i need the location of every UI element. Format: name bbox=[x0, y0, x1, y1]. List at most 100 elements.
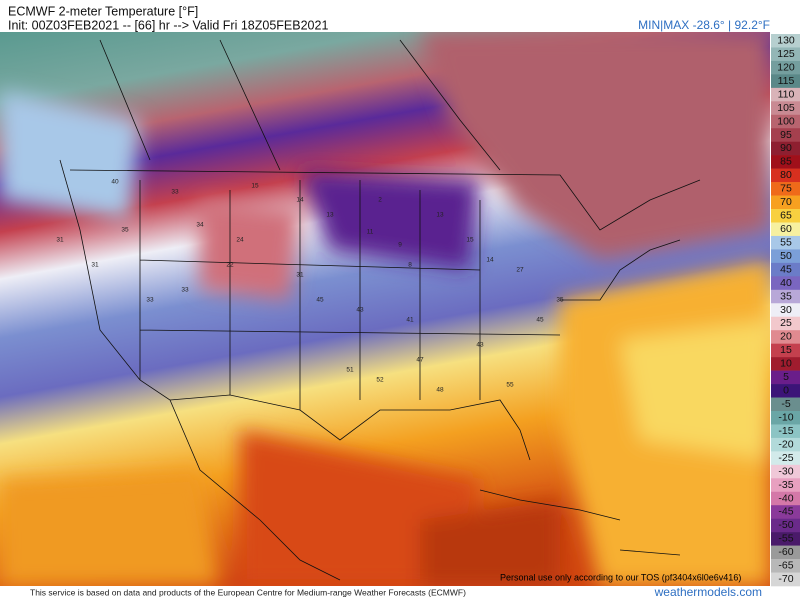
station-temp: 43 bbox=[476, 342, 484, 349]
colorbar-label: 100 bbox=[777, 115, 795, 127]
colorbar-label: 20 bbox=[780, 331, 792, 343]
station-temp: 31 bbox=[91, 262, 99, 269]
colorbar-swatch bbox=[771, 114, 800, 129]
station-temp: 51 bbox=[346, 367, 354, 374]
colorbar-label: -55 bbox=[778, 533, 793, 545]
station-temp: 24 bbox=[236, 237, 244, 244]
colorbar-swatch bbox=[771, 316, 800, 331]
colorbar-label: -15 bbox=[778, 425, 793, 437]
colorbar-label: -40 bbox=[778, 492, 793, 504]
colorbar-label: -50 bbox=[778, 519, 793, 531]
colorbar-swatch bbox=[771, 47, 800, 62]
colorbar-swatch bbox=[771, 262, 800, 277]
station-temp: 43 bbox=[356, 307, 364, 314]
colorbar-swatch bbox=[771, 357, 800, 371]
station-temp: 15 bbox=[466, 237, 474, 244]
colorbar-label: 85 bbox=[780, 156, 792, 168]
borders bbox=[59, 39, 701, 581]
colorbar-label: -60 bbox=[778, 546, 793, 558]
colorbar-label: 65 bbox=[780, 210, 792, 222]
colorbar-swatch bbox=[771, 101, 800, 116]
colorbar-swatch bbox=[771, 182, 800, 196]
station-temp: 52 bbox=[376, 377, 384, 384]
min-max: MIN|MAX -28.6° | 92.2°F bbox=[638, 18, 770, 32]
station-temp: 11 bbox=[367, 229, 374, 236]
colorbar-label: 115 bbox=[778, 75, 795, 87]
station-temp: 15 bbox=[251, 183, 259, 190]
colorbar-label: 70 bbox=[780, 196, 792, 208]
station-temp: 48 bbox=[436, 387, 444, 394]
colorbar: 1301251201151101051009590858075706560555… bbox=[771, 34, 800, 587]
colorbar-label: -65 bbox=[778, 560, 793, 572]
colorbar-label: 50 bbox=[780, 250, 792, 262]
colorbar-label: 55 bbox=[780, 236, 792, 248]
colorbar-swatch bbox=[771, 424, 800, 439]
colorbar-label: -5 bbox=[781, 398, 790, 410]
colorbar-swatch bbox=[771, 478, 800, 493]
colorbar-label: 80 bbox=[780, 169, 792, 181]
init-line: Init: 00Z03FEB2021 -- [66] hr --> Valid … bbox=[8, 18, 328, 32]
colorbar-label: 15 bbox=[780, 344, 792, 356]
colorbar-swatch bbox=[771, 209, 800, 223]
colorbar-swatch bbox=[771, 518, 800, 533]
colorbar-swatch bbox=[771, 34, 800, 48]
colorbar-swatch bbox=[771, 303, 800, 318]
colorbar-label: 45 bbox=[780, 263, 792, 275]
colorbar-label: -35 bbox=[778, 479, 793, 491]
colorbar-label: 25 bbox=[780, 317, 792, 329]
tos-note: Personal use only according to our TOS (… bbox=[500, 572, 741, 582]
station-temp: 35 bbox=[556, 297, 564, 304]
colorbar-label: 120 bbox=[777, 61, 795, 73]
colorbar-swatch bbox=[771, 60, 800, 75]
colorbar-swatch bbox=[771, 505, 800, 519]
colorbar-label: -20 bbox=[778, 438, 793, 450]
colorbar-swatch bbox=[771, 249, 800, 264]
colorbar-swatch bbox=[771, 410, 800, 425]
station-temp: 14 bbox=[486, 257, 494, 264]
colorbar-label: 90 bbox=[780, 142, 792, 154]
station-temp: 45 bbox=[316, 297, 324, 304]
colorbar-swatch bbox=[771, 397, 800, 412]
colorbar-label: -70 bbox=[778, 573, 793, 585]
colorbar-swatch bbox=[771, 195, 800, 210]
colorbar-label: 40 bbox=[780, 277, 792, 289]
station-temp: 31 bbox=[56, 237, 64, 244]
colorbar-swatch bbox=[771, 222, 800, 237]
colorbar-label: 125 bbox=[777, 48, 795, 60]
colorbar-label: -30 bbox=[778, 465, 793, 477]
station-temp: 34 bbox=[196, 222, 204, 229]
colorbar-swatch bbox=[771, 370, 800, 385]
station-temp: 2 bbox=[378, 197, 382, 204]
site-link[interactable]: weathermodels.com bbox=[654, 585, 762, 599]
station-temp: 31 bbox=[296, 272, 304, 279]
colorbar-label: 130 bbox=[777, 35, 795, 47]
station-temp: 27 bbox=[516, 267, 524, 274]
colorbar-label: 0 bbox=[783, 385, 789, 397]
colorbar-swatch bbox=[771, 343, 800, 358]
colorbar-swatch bbox=[771, 128, 800, 143]
colorbar-swatch bbox=[771, 532, 800, 546]
colorbar-label: -45 bbox=[778, 506, 793, 518]
station-temp: 47 bbox=[416, 357, 424, 364]
colorbar-swatch bbox=[771, 235, 800, 250]
colorbar-label: 10 bbox=[780, 358, 792, 370]
colorbar-swatch bbox=[771, 87, 800, 102]
colorbar-label: -10 bbox=[778, 411, 793, 423]
colorbar-swatch bbox=[771, 572, 800, 587]
station-temp: 55 bbox=[506, 382, 514, 389]
station-temp: 9 bbox=[398, 242, 402, 249]
station-temp: 8 bbox=[408, 262, 412, 269]
station-temp: 22 bbox=[226, 262, 234, 269]
colorbar-swatch bbox=[771, 451, 800, 466]
colorbar-swatch bbox=[771, 141, 800, 156]
colorbar-swatch bbox=[771, 155, 800, 169]
colorbar-swatch bbox=[771, 74, 800, 89]
station-temp: 13 bbox=[436, 212, 444, 219]
station-temp: 33 bbox=[146, 297, 154, 304]
credit: This service is based on data and produc… bbox=[30, 587, 466, 597]
colorbar-swatch bbox=[771, 168, 800, 183]
colorbar-swatch bbox=[771, 276, 800, 291]
station-temp: 33 bbox=[171, 189, 179, 196]
